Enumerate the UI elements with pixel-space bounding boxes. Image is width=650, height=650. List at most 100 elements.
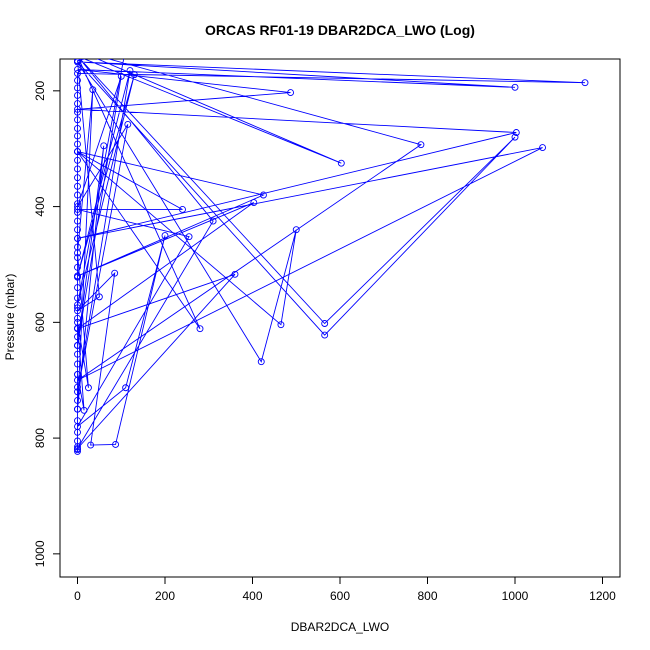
data-point xyxy=(74,301,81,309)
x-axis: 0 200 400 600 800 1000 1200 xyxy=(74,576,616,603)
data-point xyxy=(74,174,81,182)
data-point xyxy=(321,331,329,339)
data-point xyxy=(74,165,81,173)
data-point xyxy=(74,148,81,156)
data-point xyxy=(74,206,81,213)
data-point xyxy=(74,437,81,445)
data-point xyxy=(74,92,81,99)
data-point xyxy=(74,59,81,65)
data-point xyxy=(74,397,81,404)
data-point xyxy=(111,269,119,277)
data-point xyxy=(89,86,97,94)
y-tick-label: 600 xyxy=(33,312,47,332)
data-point xyxy=(74,226,81,234)
data-point xyxy=(231,270,239,278)
data-point xyxy=(74,254,81,261)
data-point xyxy=(512,129,520,136)
data-point xyxy=(122,384,130,392)
data-point xyxy=(209,217,217,225)
data-point xyxy=(74,132,81,140)
data-point xyxy=(74,156,81,164)
data-point xyxy=(539,144,547,152)
data-point xyxy=(74,234,81,242)
data-point xyxy=(74,446,81,454)
data-point xyxy=(161,232,169,239)
data-point xyxy=(124,120,132,128)
data-point xyxy=(74,105,81,113)
data-point xyxy=(112,441,120,448)
data-point xyxy=(74,70,81,77)
data-point xyxy=(100,142,108,150)
data-point xyxy=(74,140,81,148)
y-tick-label: 1000 xyxy=(33,540,47,567)
data-point xyxy=(74,84,81,92)
data-point xyxy=(74,125,81,132)
data-point xyxy=(74,383,81,391)
data-point xyxy=(277,321,285,329)
data-point xyxy=(74,284,81,292)
data-point xyxy=(74,304,81,312)
data-point xyxy=(130,71,138,79)
data-point xyxy=(126,67,134,75)
data-point xyxy=(74,294,81,302)
data-point xyxy=(74,405,81,413)
data-point xyxy=(179,206,186,213)
data-point xyxy=(84,384,92,392)
data-point xyxy=(74,314,81,322)
data-point xyxy=(74,333,81,341)
data-point xyxy=(74,360,81,368)
data-point xyxy=(80,406,88,414)
data-point xyxy=(74,447,81,455)
data-point xyxy=(74,108,81,116)
data-point xyxy=(74,370,81,378)
data-point xyxy=(74,342,81,349)
data-point xyxy=(74,116,81,124)
data-point xyxy=(74,76,81,84)
y-axis-label: Pressure (mbar) xyxy=(3,274,17,361)
x-tick-label: 1200 xyxy=(589,589,616,603)
data-point xyxy=(257,358,265,366)
data-point xyxy=(74,217,81,225)
data-point xyxy=(581,79,589,87)
series-line xyxy=(77,59,586,452)
data-point xyxy=(95,293,103,301)
data-point xyxy=(292,226,300,234)
x-axis-label: DBAR2DCA_LWO xyxy=(291,620,389,634)
data-point xyxy=(196,325,204,333)
data-point xyxy=(74,272,81,280)
x-tick-label: 200 xyxy=(155,589,175,603)
x-tick-label: 600 xyxy=(330,589,350,603)
data-point xyxy=(417,141,425,149)
y-tick-label: 200 xyxy=(33,81,47,101)
data-point xyxy=(287,89,295,97)
data-point xyxy=(321,320,329,327)
x-tick-label: 0 xyxy=(74,589,81,603)
x-tick-label: 400 xyxy=(242,589,262,603)
data-point xyxy=(259,191,267,199)
data-point xyxy=(74,318,81,326)
y-tick-label: 800 xyxy=(33,428,47,448)
data-point xyxy=(75,59,80,60)
data-point xyxy=(74,65,81,73)
data-point xyxy=(511,83,519,91)
x-tick-label: 800 xyxy=(417,589,437,603)
data-point xyxy=(74,182,81,190)
chart-title: ORCAS RF01-19 DBAR2DCA_LWO (Log) xyxy=(205,22,475,38)
data-point xyxy=(123,46,129,52)
data-point xyxy=(74,191,81,199)
series-layer xyxy=(74,46,589,455)
y-axis: 200 400 600 800 1000 xyxy=(33,81,61,567)
data-point xyxy=(117,72,125,80)
data-point xyxy=(75,47,81,53)
x-tick-label: 1000 xyxy=(502,589,529,603)
y-tick-label: 400 xyxy=(33,196,47,216)
data-point xyxy=(74,203,81,211)
data-point xyxy=(74,249,81,257)
data-point xyxy=(337,159,345,167)
data-point xyxy=(250,199,258,206)
data-point xyxy=(74,263,81,271)
data-point xyxy=(75,59,80,60)
data-point xyxy=(74,388,81,396)
data-point xyxy=(185,233,193,241)
